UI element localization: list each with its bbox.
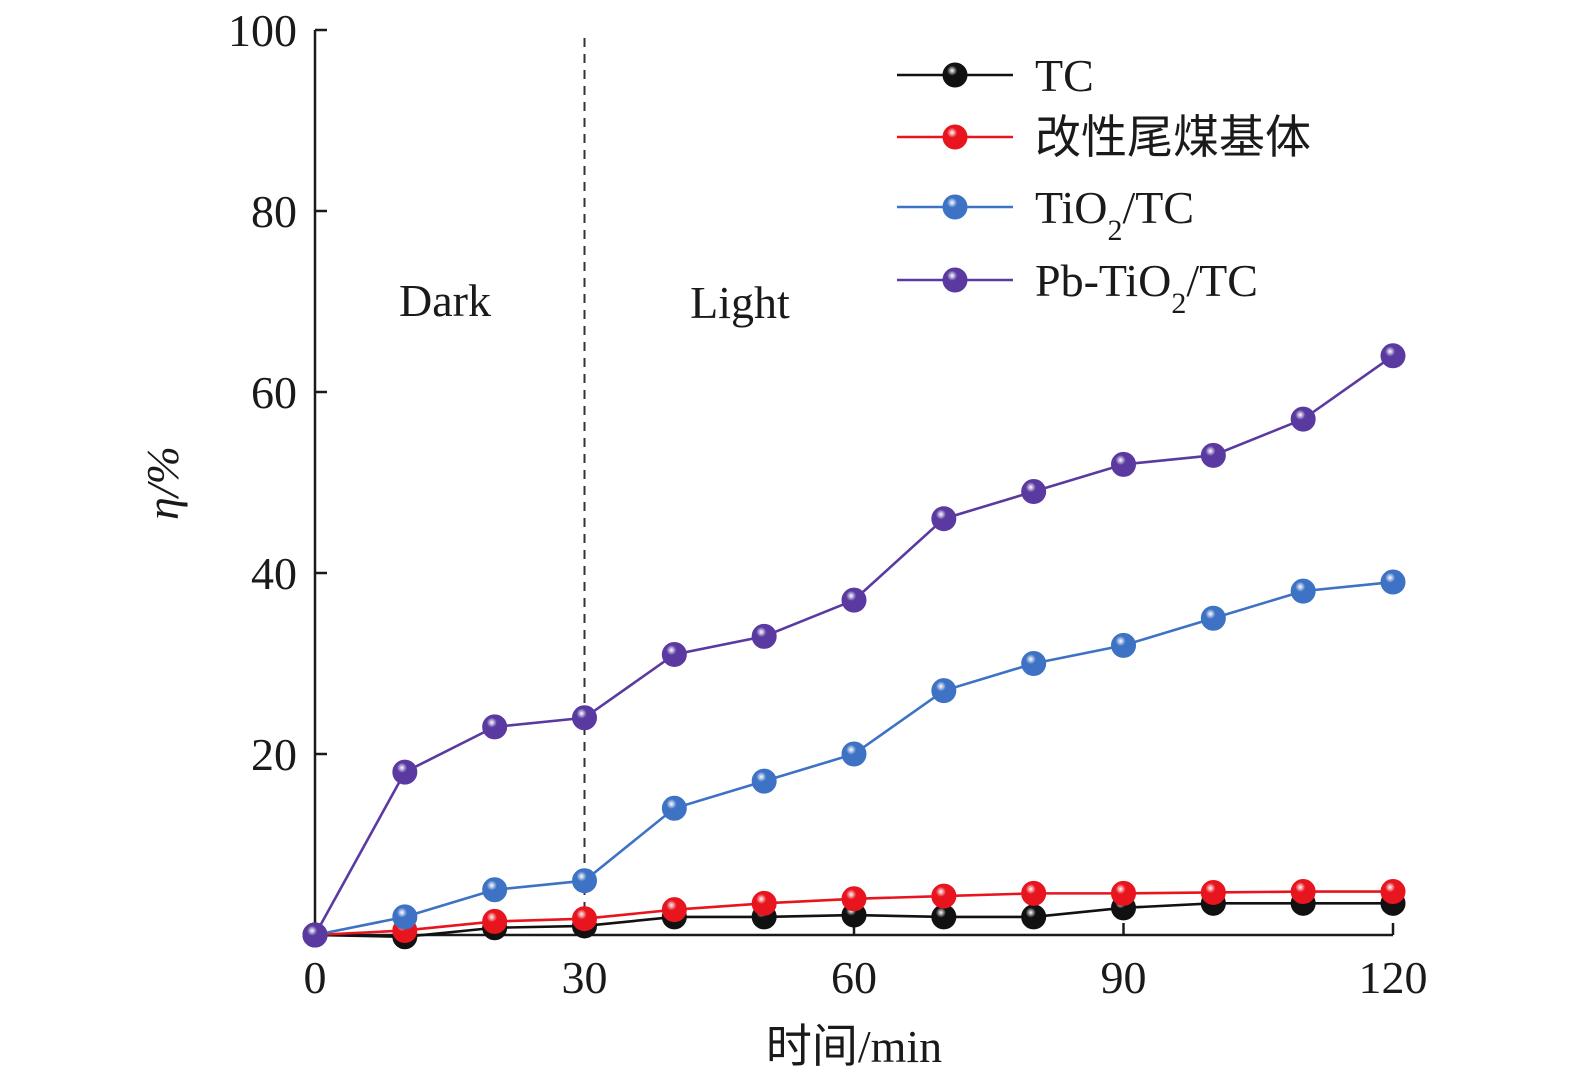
- series-line-pb-tio2-tc: [313, 354, 1394, 936]
- data-point: [1380, 343, 1406, 369]
- data-point: [572, 705, 597, 731]
- data-point: [931, 506, 957, 532]
- data-point: [482, 908, 508, 934]
- data-point: [661, 641, 687, 667]
- data-point: [572, 906, 597, 932]
- data-point: [572, 868, 597, 894]
- x-tick-label: 90: [1101, 952, 1147, 1003]
- data-point: [841, 886, 867, 912]
- series-pb-tio2-tc: [302, 343, 1406, 948]
- data-point: [392, 759, 418, 785]
- data-point: [1111, 880, 1136, 906]
- y-tick-label: 20: [251, 729, 297, 780]
- data-point: [661, 897, 687, 923]
- data-point: [482, 714, 508, 740]
- x-tick-label: 30: [562, 952, 608, 1003]
- y-tick-label: 80: [251, 186, 297, 237]
- y-tick-label: 100: [228, 5, 297, 56]
- data-point: [1380, 569, 1406, 595]
- x-tick-label: 60: [831, 952, 877, 1003]
- legend-label: 改性尾煤基体: [1035, 112, 1311, 163]
- legend-marker: [942, 267, 968, 293]
- legend-label: TC: [1035, 50, 1094, 101]
- data-point: [1200, 605, 1226, 631]
- legend-marker: [942, 194, 968, 220]
- legend-item-series: 改性尾煤基体: [897, 112, 1311, 163]
- x-axis-label: 时间/min: [766, 1021, 942, 1072]
- data-point: [1290, 578, 1316, 604]
- data-point: [661, 795, 687, 821]
- y-axis-label: η/%: [137, 446, 188, 520]
- data-point: [751, 623, 777, 649]
- legend: TC 改性尾煤基体 TiO2/TC Pb-TiO2/TC: [897, 50, 1311, 320]
- legend-marker: [942, 62, 968, 88]
- data-point: [302, 922, 328, 948]
- data-point: [1021, 479, 1047, 505]
- x-tick-label: 0: [304, 952, 327, 1003]
- data-point: [1290, 879, 1316, 905]
- axes: [313, 30, 1393, 937]
- legend-label: TiO2/TC: [1035, 182, 1194, 247]
- data-point: [931, 678, 957, 704]
- legend-item-pb-tio2-tc: Pb-TiO2/TC: [897, 255, 1258, 320]
- legend-item-tio2-tc: TiO2/TC: [897, 182, 1194, 247]
- data-point: [751, 768, 777, 794]
- data-point: [841, 741, 867, 767]
- data-point: [1200, 442, 1226, 468]
- dark-region-label: Dark: [399, 275, 491, 326]
- x-tick-label: 120: [1359, 952, 1428, 1003]
- data-point: [1021, 904, 1047, 930]
- y-tick-label: 60: [251, 367, 297, 418]
- data-point: [1380, 879, 1406, 905]
- data-point: [392, 904, 418, 930]
- light-region-label: Light: [690, 277, 790, 328]
- tick-group: 0 30 60 90 120 20 40 60 80 100: [228, 5, 1428, 1003]
- legend-label: Pb-TiO2/TC: [1035, 255, 1258, 320]
- data-point: [1021, 651, 1047, 676]
- data-point: [751, 890, 777, 916]
- data-point: [931, 883, 957, 909]
- data-point: [1021, 880, 1047, 906]
- data-point: [1200, 879, 1226, 905]
- data-point: [841, 587, 867, 613]
- data-point: [482, 877, 508, 903]
- y-tick-label: 40: [251, 548, 297, 599]
- legend-item-tc: TC: [897, 50, 1094, 101]
- data-point: [1111, 451, 1136, 477]
- series-series: [302, 879, 1406, 948]
- legend-marker: [942, 124, 968, 150]
- series-layer: [302, 343, 1406, 950]
- data-point: [1111, 632, 1136, 658]
- data-point: [1290, 406, 1316, 432]
